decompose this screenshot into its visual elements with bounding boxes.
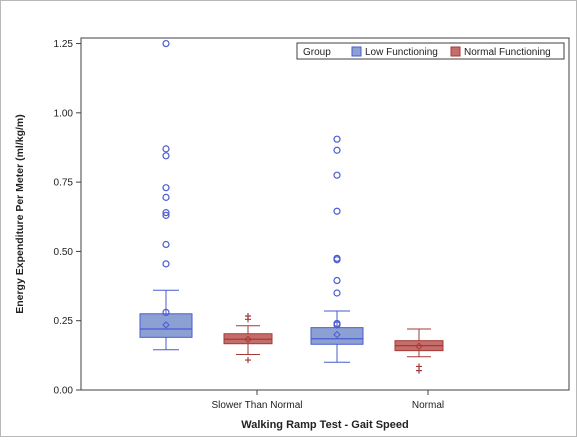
outlier-point: [162, 240, 170, 249]
outlier-point: [416, 363, 422, 370]
outlier-point: [333, 171, 341, 179]
box-0: [310, 135, 364, 363]
outlier-point: [333, 146, 341, 154]
outlier-point: [162, 39, 170, 48]
outlier-point: [162, 193, 170, 201]
outlier-point: [245, 357, 251, 364]
box-body: [310, 327, 364, 345]
box-0: [139, 39, 193, 351]
mean-marker: [162, 321, 170, 329]
legend-entry-label: Normal Functioning: [464, 47, 551, 58]
legend-title: Group: [303, 47, 331, 58]
outlier-point: [162, 184, 170, 192]
plot-area-border: [80, 37, 570, 391]
plot-layer: 0.00 0.25 0.50 0.75 1.00 1.25 Energy Expenditu…: [14, 37, 570, 431]
box-body: [139, 313, 193, 338]
outlier-point: [333, 289, 341, 297]
outlier-point: [162, 145, 170, 153]
mean-marker: [244, 335, 252, 343]
y-tick-label: 0.00: [54, 386, 74, 397]
outlier-point: [162, 308, 170, 316]
y-tick-label: 1.25: [54, 39, 74, 50]
x-axis-label: Walking Ramp Test - Gait Speed: [241, 419, 408, 431]
outlier-point: [162, 260, 170, 268]
mean-marker: [333, 330, 341, 339]
box-1: [223, 312, 273, 364]
outlier-point: [333, 135, 341, 143]
mean-marker: [415, 342, 423, 350]
legend-entry-label: Low Functioning: [365, 47, 438, 58]
outlier-point: [162, 152, 170, 160]
legend: Group Low Functioning Normal Functioning: [296, 42, 565, 60]
outlier-point: [333, 254, 341, 262]
legend-box: [296, 42, 565, 60]
outlier-point: [333, 319, 341, 328]
y-axis-label: Energy Expenditure Per Meter (ml/kg/m): [14, 114, 26, 314]
box-1: [394, 328, 444, 374]
x-tick-label: Slower Than Normal: [212, 400, 303, 411]
outlier-point: [162, 209, 170, 217]
x-tick-label: Normal: [412, 400, 444, 411]
legend-swatch: [450, 46, 461, 57]
y-tick-label: 0.50: [54, 247, 74, 258]
outlier-point: [333, 276, 341, 285]
legend-swatch: [351, 46, 362, 57]
outlier-point: [245, 312, 251, 319]
y-tick-label: 0.25: [54, 316, 74, 327]
y-tick-label: 1.00: [54, 108, 74, 119]
outlier-point: [333, 207, 341, 215]
outlier-point: [162, 211, 170, 219]
y-tick-label: 0.75: [54, 178, 74, 189]
